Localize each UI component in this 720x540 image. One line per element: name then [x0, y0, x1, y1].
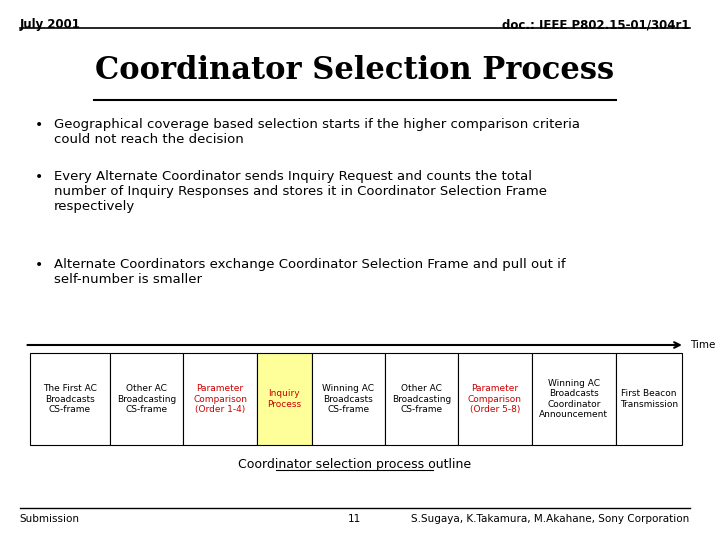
- Text: Alternate Coordinators exchange Coordinator Selection Frame and pull out if
self: Alternate Coordinators exchange Coordina…: [54, 258, 566, 286]
- Bar: [458, 353, 531, 445]
- Text: doc.: IEEE P802.15-01/304r1: doc.: IEEE P802.15-01/304r1: [502, 18, 690, 31]
- Text: Submission: Submission: [19, 514, 80, 524]
- Text: •: •: [35, 170, 42, 184]
- Bar: [531, 353, 616, 445]
- Text: S.Sugaya, K.Takamura, M.Akahane, Sony Corporation: S.Sugaya, K.Takamura, M.Akahane, Sony Co…: [411, 514, 690, 524]
- Text: Parameter
Comparison
(Order 1-4): Parameter Comparison (Order 1-4): [193, 384, 247, 414]
- Text: •: •: [35, 258, 42, 272]
- Text: Winning AC
Broadcasts
CS-frame: Winning AC Broadcasts CS-frame: [323, 384, 374, 414]
- Bar: [30, 353, 110, 445]
- Text: Other AC
Broadcasting
CS-frame: Other AC Broadcasting CS-frame: [392, 384, 451, 414]
- Text: Coordinator selection process outline: Coordinator selection process outline: [238, 458, 472, 471]
- Bar: [110, 353, 184, 445]
- Text: Coordinator Selection Process: Coordinator Selection Process: [95, 55, 614, 86]
- Text: 11: 11: [348, 514, 361, 524]
- Text: First Beacon
Transmission: First Beacon Transmission: [620, 389, 678, 409]
- Text: Every Alternate Coordinator sends Inquiry Request and counts the total
number of: Every Alternate Coordinator sends Inquir…: [54, 170, 547, 213]
- Bar: [312, 353, 385, 445]
- Text: Parameter
Comparison
(Order 5-8): Parameter Comparison (Order 5-8): [468, 384, 522, 414]
- Text: July 2001: July 2001: [19, 18, 81, 31]
- Bar: [385, 353, 458, 445]
- Bar: [616, 353, 682, 445]
- Text: Geographical coverage based selection starts if the higher comparison criteria
c: Geographical coverage based selection st…: [54, 118, 580, 146]
- Text: The First AC
Broadcasts
CS-frame: The First AC Broadcasts CS-frame: [43, 384, 96, 414]
- Text: Inquiry
Process: Inquiry Process: [267, 389, 301, 409]
- Text: •: •: [35, 118, 42, 132]
- Text: Time: Time: [690, 340, 715, 350]
- Bar: [184, 353, 257, 445]
- Text: Winning AC
Broadcasts
Coordinator
Announcement: Winning AC Broadcasts Coordinator Announ…: [539, 379, 608, 419]
- Text: Other AC
Broadcasting
CS-frame: Other AC Broadcasting CS-frame: [117, 384, 176, 414]
- Bar: [257, 353, 312, 445]
